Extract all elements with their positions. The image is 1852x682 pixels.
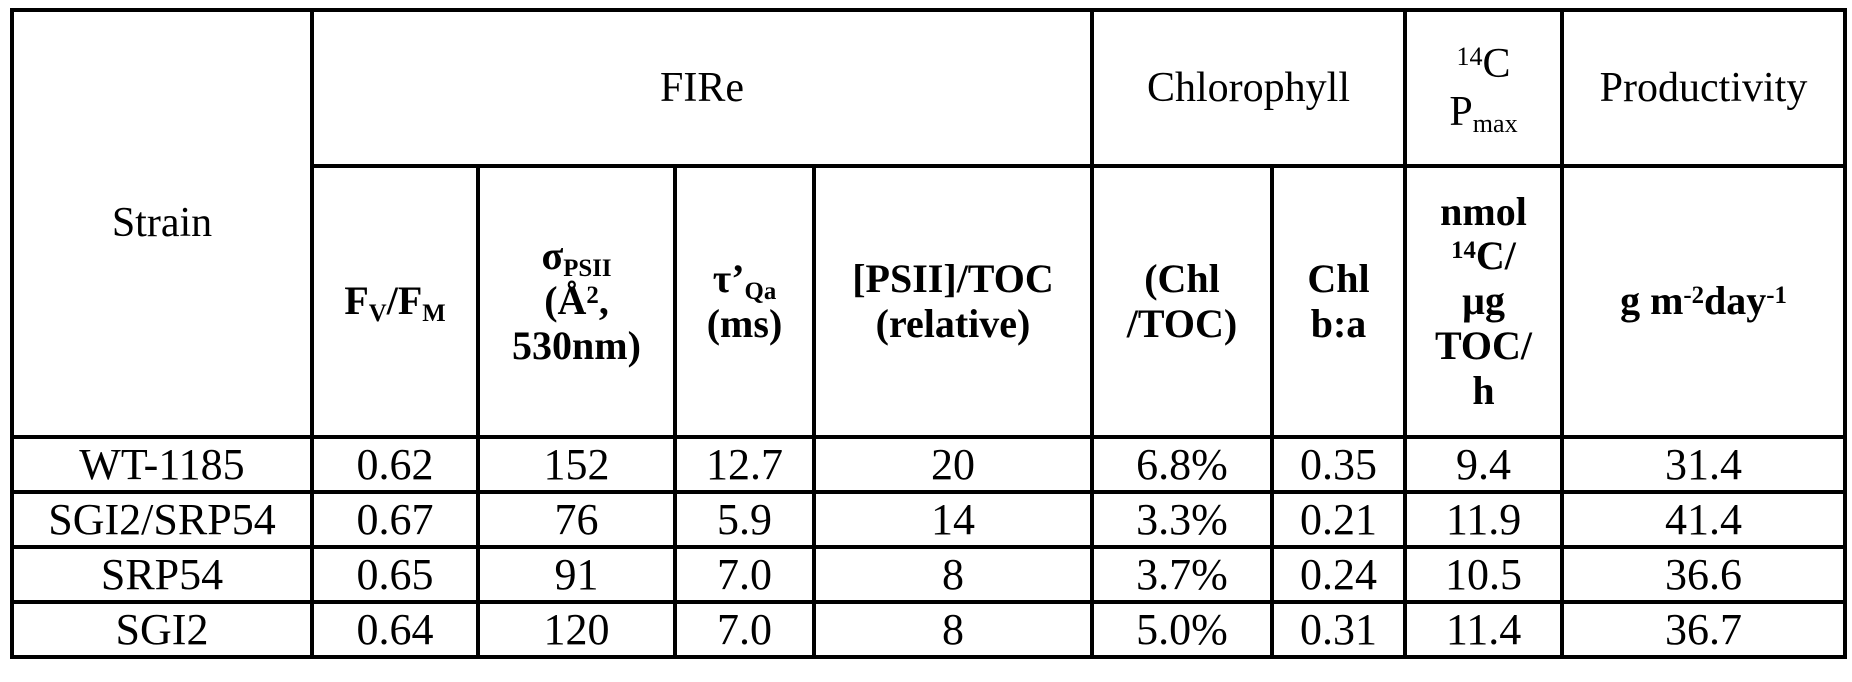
- cell-chl-ba: 0.31: [1269, 600, 1408, 659]
- cell-chl-ba: 0.21: [1269, 490, 1408, 549]
- header-row-groups: Strain FIRe Chlorophyll 14C Pmax Product…: [10, 8, 1848, 439]
- subheader-chl-ba: Chl b:a: [1269, 164, 1408, 439]
- cell-productivity: 41.4: [1560, 490, 1848, 549]
- subheader-psii-toc: [PSII]/TOC (relative): [812, 164, 1094, 439]
- header-productivity: Productivity: [1560, 8, 1848, 168]
- cell-psii-toc: 8: [812, 545, 1094, 604]
- cell-tau-qa: 12.7: [673, 435, 816, 494]
- cell-chl-ba: 0.35: [1269, 435, 1408, 494]
- cell-fvfm: 0.65: [310, 545, 480, 604]
- cell-chl-ba: 0.24: [1269, 545, 1408, 604]
- cell-fvfm: 0.67: [310, 490, 480, 549]
- cell-chl-toc: 3.3%: [1090, 490, 1274, 549]
- cell-chl-toc: 5.0%: [1090, 600, 1274, 659]
- cell-strain: WT-1185: [10, 435, 314, 494]
- cell-chl-toc: 3.7%: [1090, 545, 1274, 604]
- cell-psii-toc: 8: [812, 600, 1094, 659]
- cell-c14-pmax: 11.4: [1403, 600, 1565, 659]
- cell-strain: SRP54: [10, 545, 314, 604]
- cell-strain: SGI2/SRP54: [10, 490, 314, 549]
- header-strain: Strain: [10, 8, 314, 439]
- c14-superscript: 14: [1456, 42, 1483, 71]
- header-fire: FIRe: [310, 8, 1094, 168]
- header-row-units: FV/FM σPSII (Å2, 530nm) τ’Qa (ms) [PSII]…: [12, 164, 1848, 439]
- cell-tau-qa: 7.0: [673, 600, 816, 659]
- cell-sigma-psii: 152: [476, 435, 677, 494]
- results-table: Strain FIRe Chlorophyll 14C Pmax Product…: [10, 8, 1848, 659]
- cell-psii-toc: 14: [812, 490, 1094, 549]
- cell-sigma-psii: 76: [476, 490, 677, 549]
- cell-chl-toc: 6.8%: [1090, 435, 1274, 494]
- table-row: SGI2/SRP54 0.67 76 5.9 14 3.3% 0.21 11.9…: [10, 490, 1848, 549]
- cell-productivity: 36.6: [1560, 545, 1848, 604]
- subheader-tau-qa: τ’Qa (ms): [673, 164, 816, 439]
- header-c14-pmax: 14C Pmax: [1403, 8, 1565, 168]
- cell-productivity: 36.7: [1560, 600, 1848, 659]
- pmax-line: Pmax: [1449, 89, 1518, 139]
- cell-psii-toc: 20: [812, 435, 1094, 494]
- cell-sigma-psii: 120: [476, 600, 677, 659]
- table-row: WT-1185 0.62 152 12.7 20 6.8% 0.35 9.4 3…: [10, 435, 1848, 494]
- cell-fvfm: 0.62: [310, 435, 480, 494]
- subheader-chl-toc: (Chl /TOC): [1090, 164, 1274, 439]
- subheader-sigma-psii: σPSII (Å2, 530nm): [476, 164, 677, 439]
- subheader-nmol-c14: nmol 14C/ µg TOC/ h: [1403, 164, 1565, 439]
- subheader-fv-fm: FV/FM: [310, 164, 480, 439]
- table-row: SRP54 0.65 91 7.0 8 3.7% 0.24 10.5 36.6: [10, 545, 1848, 604]
- cell-fvfm: 0.64: [310, 600, 480, 659]
- cell-c14-pmax: 9.4: [1403, 435, 1565, 494]
- header-chlorophyll: Chlorophyll: [1089, 8, 1408, 168]
- cell-sigma-psii: 91: [476, 545, 677, 604]
- cell-productivity: 31.4: [1560, 435, 1848, 494]
- cell-c14-pmax: 10.5: [1403, 545, 1565, 604]
- pmax-subscript: max: [1472, 109, 1518, 139]
- cell-tau-qa: 5.9: [673, 490, 816, 549]
- subheader-g-m2-day: g m-2day-1: [1560, 164, 1848, 439]
- cell-tau-qa: 7.0: [673, 545, 816, 604]
- c14-line: 14C: [1456, 40, 1511, 87]
- cell-strain: SGI2: [10, 600, 314, 659]
- table-row: SGI2 0.64 120 7.0 8 5.0% 0.31 11.4 36.7: [10, 600, 1848, 659]
- cell-c14-pmax: 11.9: [1403, 490, 1565, 549]
